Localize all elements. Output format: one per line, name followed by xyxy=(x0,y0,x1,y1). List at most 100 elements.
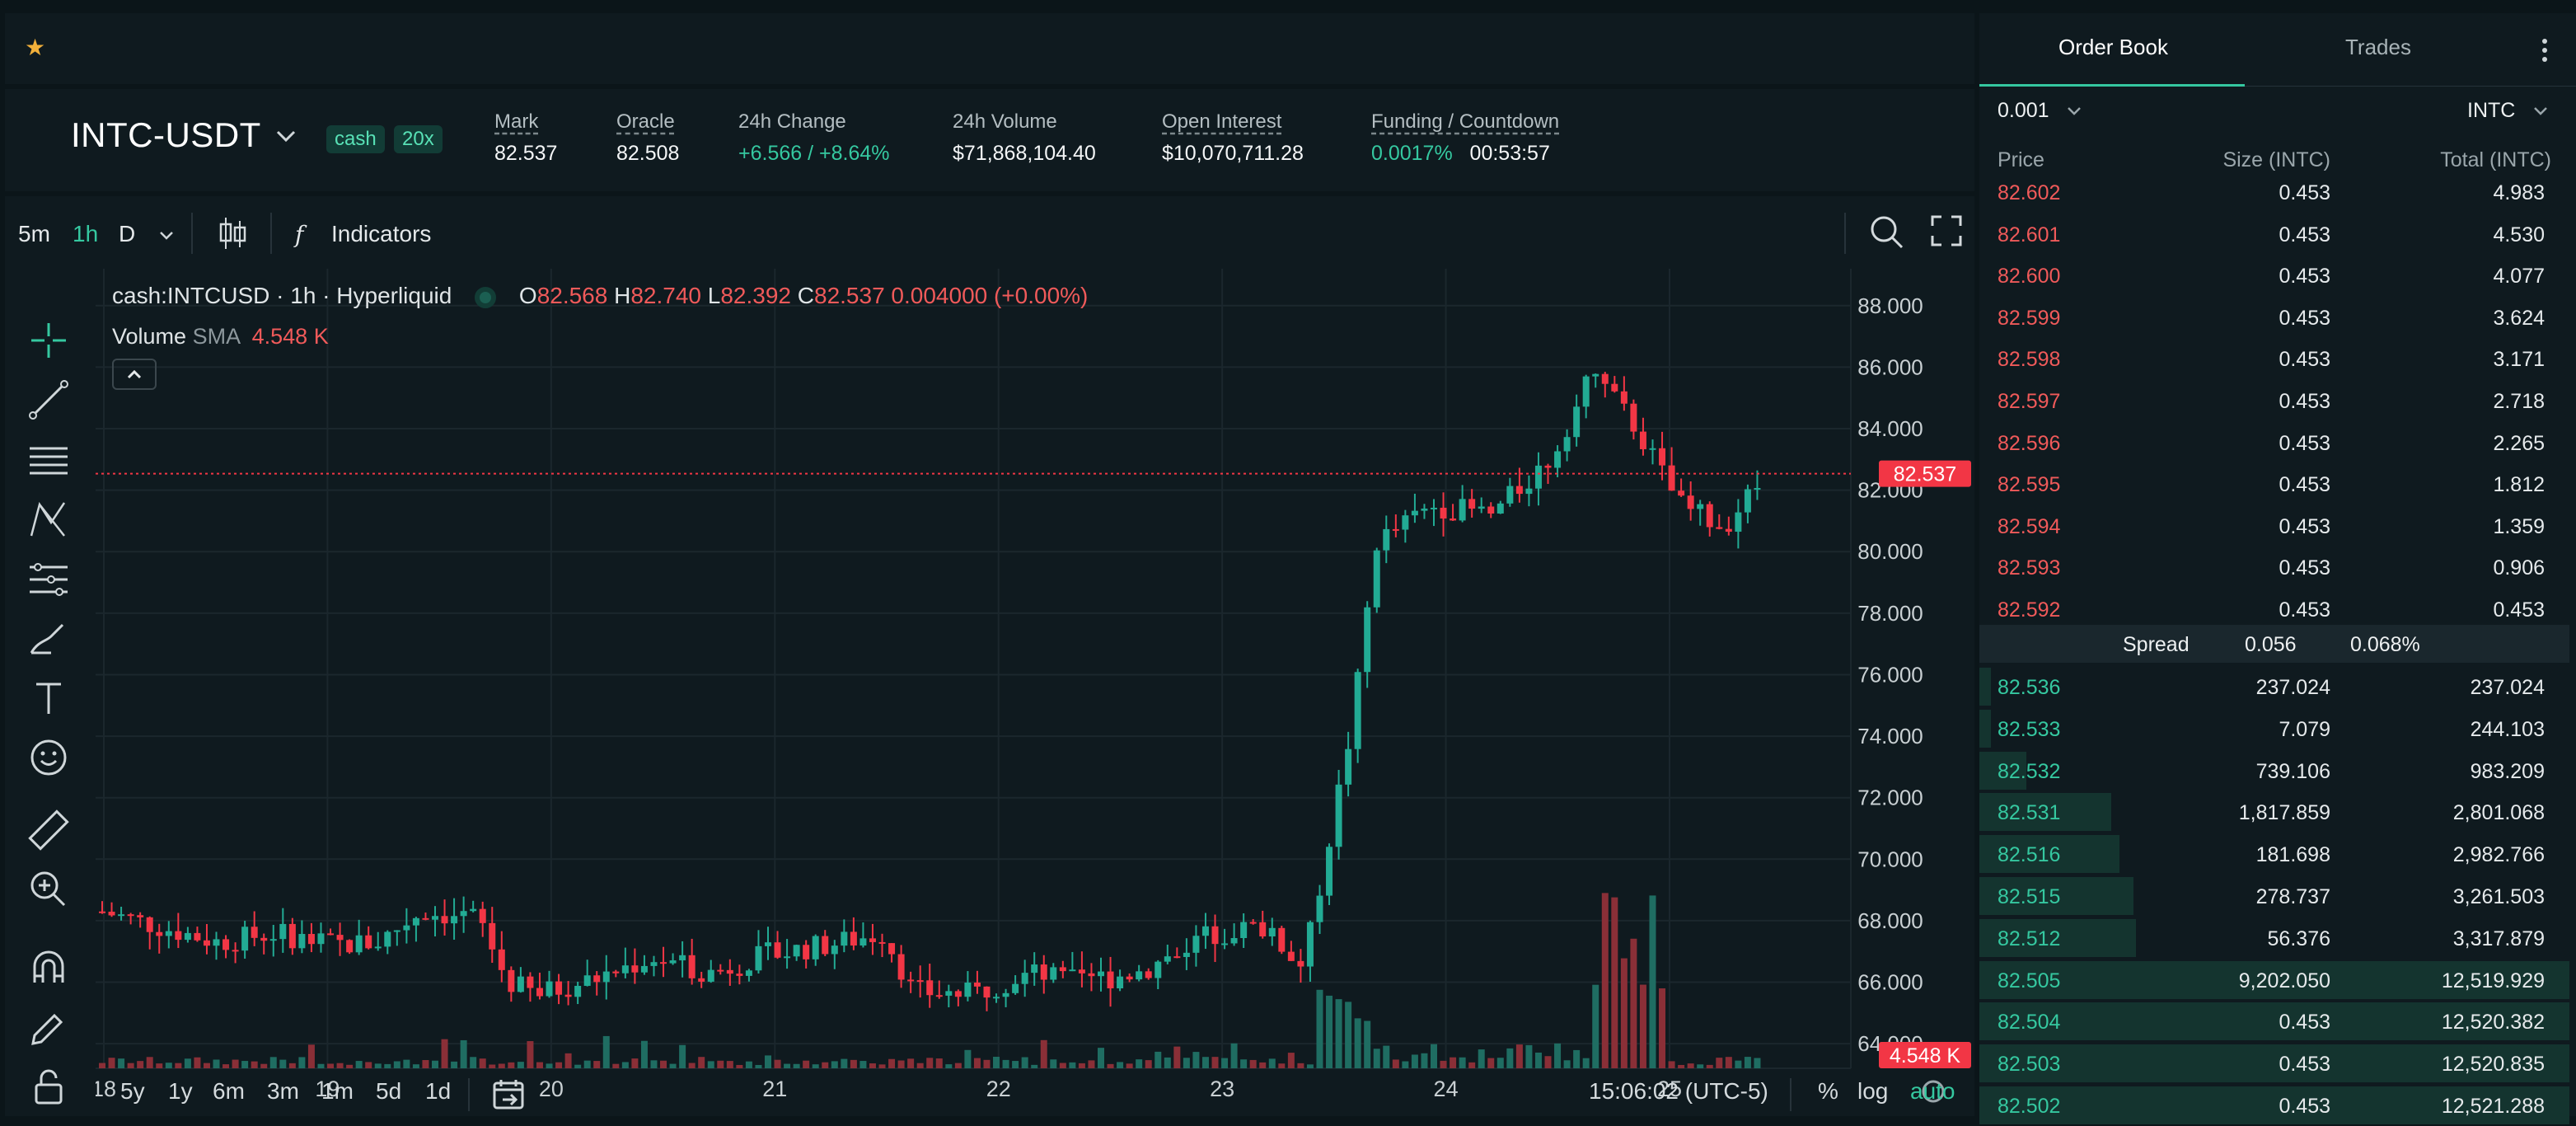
ask-price: 82.596 xyxy=(1998,431,2061,455)
interval-5m[interactable]: 5m xyxy=(18,221,50,246)
bid-row[interactable]: 82.512 56.376 3,317.879 xyxy=(1979,917,2569,959)
ask-row[interactable]: 82.601 0.453 4.530 xyxy=(1979,213,2569,255)
volume-bar xyxy=(1431,1044,1437,1068)
range-3m[interactable]: 3m xyxy=(267,1078,299,1104)
range-5d[interactable]: 5d xyxy=(376,1078,402,1104)
pair-selector-label[interactable]: INTC-USDT xyxy=(71,115,261,154)
candle-body xyxy=(755,945,762,971)
chevron-down-icon[interactable] xyxy=(2532,104,2550,119)
prediction-icon[interactable] xyxy=(26,557,71,602)
zoom-search-icon[interactable] xyxy=(1867,213,1907,252)
candles-icon[interactable] xyxy=(216,214,249,252)
volume-bar xyxy=(564,1053,572,1068)
bid-row[interactable]: 82.531 1,817.859 2,801.068 xyxy=(1979,791,2569,833)
crosshair-icon[interactable] xyxy=(26,318,71,363)
ask-row[interactable]: 82.599 0.453 3.624 xyxy=(1979,297,2569,338)
bid-depth-bar xyxy=(1979,835,2119,874)
lock-icon[interactable] xyxy=(26,1065,71,1110)
chart-time[interactable]: 15:06:02 (UTC-5) xyxy=(1589,1078,1768,1104)
unit-select[interactable]: INTC xyxy=(2467,99,2516,122)
bid-price: 82.512 xyxy=(1998,927,2061,950)
interval-1h[interactable]: 1h xyxy=(73,221,99,246)
ask-size: 0.453 xyxy=(2279,514,2330,538)
volume-bar xyxy=(327,1063,335,1068)
bid-row[interactable]: 82.533 7.079 244.103 xyxy=(1979,708,2569,749)
volume-bar xyxy=(355,1061,363,1068)
y-tick-label: 74.000 xyxy=(1857,724,1923,748)
ask-row[interactable]: 82.597 0.453 2.718 xyxy=(1979,380,2569,421)
spread-value: 0.056 xyxy=(2245,633,2297,656)
toolbar-divider xyxy=(270,213,272,254)
volume-bar xyxy=(1164,1057,1171,1068)
ask-row[interactable]: 82.593 0.453 0.906 xyxy=(1979,547,2569,588)
ask-price: 82.600 xyxy=(1998,265,2061,289)
star-icon[interactable]: ★ xyxy=(25,35,46,60)
chevron-down-icon[interactable] xyxy=(2065,104,2083,119)
calendar-range-icon[interactable] xyxy=(491,1078,527,1111)
bid-row[interactable]: 82.515 278.737 3,261.503 xyxy=(1979,875,2569,917)
volume-bar xyxy=(1573,1049,1581,1068)
tab-trades[interactable]: Trades xyxy=(2345,35,2411,59)
candle-body xyxy=(489,922,496,950)
bid-row[interactable]: 82.503 0.453 12,520.835 xyxy=(1979,1043,2569,1084)
legend-collapse-button[interactable] xyxy=(112,359,157,390)
range-1m[interactable]: 1m xyxy=(321,1078,354,1104)
fullscreen-icon[interactable] xyxy=(1930,214,1963,247)
emoji-icon[interactable] xyxy=(26,735,71,780)
range-1d[interactable]: 1d xyxy=(425,1078,452,1104)
candle-body xyxy=(1373,550,1380,608)
candle-body xyxy=(841,931,848,946)
volume-bar xyxy=(1383,1045,1390,1068)
ask-row[interactable]: 82.594 0.453 1.359 xyxy=(1979,505,2569,547)
ruler-icon[interactable] xyxy=(26,808,71,852)
more-vertical-icon[interactable] xyxy=(2540,36,2550,64)
chart-legend: cash:INTCUSD · 1h · Hyperliquid O82.568 … xyxy=(112,283,1088,309)
candle-body xyxy=(222,939,230,950)
range-1y[interactable]: 1y xyxy=(168,1078,193,1104)
draw-lock-icon[interactable] xyxy=(26,1006,71,1050)
axis-settings-icon[interactable] xyxy=(1922,1080,1945,1103)
volume-bar xyxy=(1649,895,1656,1068)
volume-bar xyxy=(1183,1058,1190,1068)
ask-row[interactable]: 82.598 0.453 3.171 xyxy=(1979,338,2569,379)
bid-row[interactable]: 82.504 0.453 12,520.382 xyxy=(1979,1001,2569,1042)
range-5y[interactable]: 5y xyxy=(120,1078,145,1104)
volume-bar xyxy=(279,1059,287,1068)
brush-icon[interactable] xyxy=(26,617,71,661)
indicators-button[interactable]: Indicators xyxy=(331,221,432,246)
interval-d[interactable]: D xyxy=(119,221,136,246)
trendline-icon[interactable] xyxy=(26,378,71,422)
tab-order-book[interactable]: Order Book xyxy=(2058,35,2168,59)
ask-row[interactable]: 82.602 0.453 4.983 xyxy=(1979,171,2569,213)
candle-body xyxy=(1754,488,1761,490)
interval-chevron-icon[interactable] xyxy=(157,226,176,246)
bid-row[interactable]: 82.516 181.698 2,982.766 xyxy=(1979,833,2569,875)
bid-row[interactable]: 82.532 739.106 983.209 xyxy=(1979,750,2569,791)
chevron-down-icon[interactable] xyxy=(272,122,300,150)
price-chart[interactable]: 18 19 20 21 22 23 24 2588.00086.00084.00082.000… xyxy=(96,269,1974,1116)
indicators-icon[interactable]: f xyxy=(295,221,304,248)
pattern-icon[interactable] xyxy=(26,498,71,542)
candle-body xyxy=(1183,952,1190,957)
zoom-in-icon[interactable] xyxy=(26,867,71,912)
volume-bar xyxy=(137,1061,144,1068)
auto-toggle[interactable]: auto xyxy=(1910,1078,1955,1104)
bid-row[interactable]: 82.502 0.453 12,521.288 xyxy=(1979,1085,2569,1126)
fib-retracement-icon[interactable] xyxy=(26,439,71,483)
precision-select[interactable]: 0.001 xyxy=(1998,99,2049,122)
ask-row[interactable]: 82.592 0.453 0.453 xyxy=(1979,589,2569,630)
leverage-badge[interactable]: 20x xyxy=(394,125,443,153)
ask-row[interactable]: 82.600 0.453 4.077 xyxy=(1979,255,2569,296)
magnet-icon[interactable] xyxy=(26,946,71,991)
log-toggle[interactable]: log xyxy=(1857,1078,1889,1104)
range-6m[interactable]: 6m xyxy=(213,1078,245,1104)
candle-body xyxy=(241,927,249,951)
candle-body xyxy=(1211,926,1219,945)
bid-row[interactable]: 82.536 237.024 237.024 xyxy=(1979,666,2569,707)
text-icon[interactable] xyxy=(26,676,71,720)
percent-toggle[interactable]: % xyxy=(1818,1078,1838,1104)
ask-row[interactable]: 82.595 0.453 1.812 xyxy=(1979,463,2569,504)
bid-row[interactable]: 82.505 9,202.050 12,519.929 xyxy=(1979,959,2569,1001)
volume-bar xyxy=(945,1064,953,1068)
ask-row[interactable]: 82.596 0.453 2.265 xyxy=(1979,422,2569,463)
